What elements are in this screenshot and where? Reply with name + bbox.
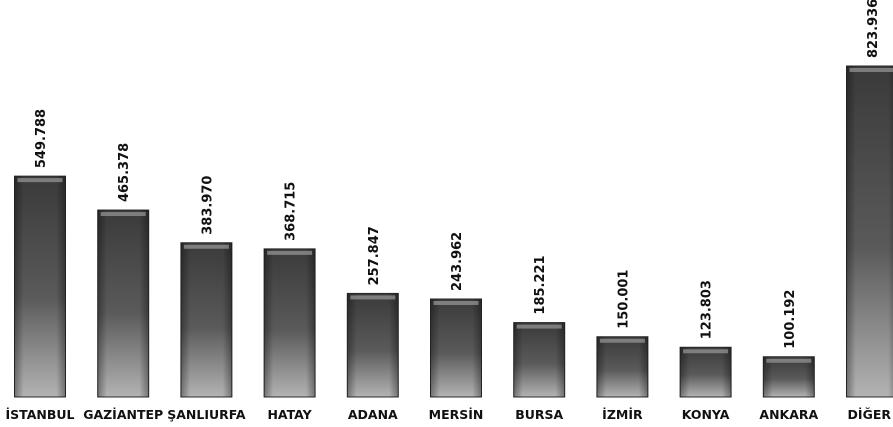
- category-label: ŞANLIURFA: [167, 407, 246, 422]
- data-labels-group: 549.788 465.378 383.970 368.715 257.847 243.9…: [34, 0, 881, 349]
- bar: [762, 356, 815, 398]
- bars-group: [14, 65, 893, 398]
- data-label: 150.001: [616, 270, 631, 329]
- bar: [596, 336, 649, 398]
- category-label: DİĞER: [848, 407, 892, 422]
- data-label: 549.788: [34, 109, 49, 168]
- data-label: 383.970: [200, 176, 215, 235]
- data-label: 123.803: [700, 280, 715, 339]
- bar: [14, 175, 66, 398]
- bar: [430, 298, 482, 398]
- data-label: 243.962: [450, 232, 465, 291]
- data-label: 368.715: [284, 182, 299, 241]
- data-label: 185.221: [533, 255, 548, 314]
- bar: [263, 248, 316, 398]
- bar: [180, 242, 233, 398]
- category-label: HATAY: [267, 407, 312, 422]
- category-label: MERSİN: [429, 407, 484, 422]
- category-label: KONYA: [682, 407, 730, 422]
- data-label: 465.378: [117, 143, 132, 202]
- bar: [513, 322, 566, 398]
- bar: [679, 346, 732, 398]
- data-label: 257.847: [367, 226, 382, 285]
- bar: [346, 292, 399, 398]
- category-label: İSTANBUL: [6, 407, 75, 422]
- category-label: İZMİR: [602, 407, 643, 422]
- category-label: ANKARA: [759, 407, 818, 422]
- category-label: GAZİANTEP: [83, 407, 163, 422]
- category-labels-group: İSTANBUL GAZİANTEP ŞANLIURFA HATAY ADANA MERS…: [6, 407, 892, 422]
- bar: [97, 209, 150, 398]
- data-label: 823.936: [866, 0, 881, 58]
- category-label: ADANA: [348, 407, 398, 422]
- data-label: 100.192: [783, 290, 798, 349]
- bar: [846, 65, 893, 398]
- category-label: BURSA: [515, 407, 563, 422]
